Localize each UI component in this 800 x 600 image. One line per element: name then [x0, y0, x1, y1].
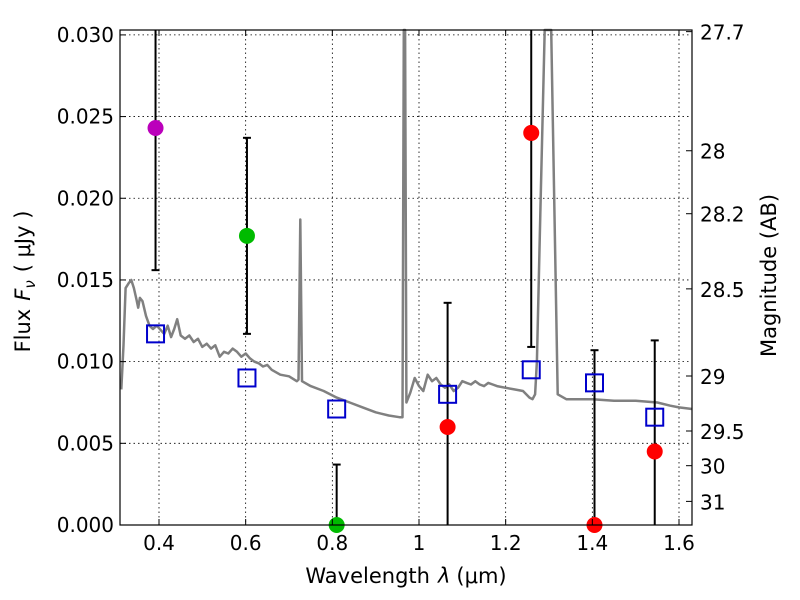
grid-lines	[120, 30, 692, 526]
error-bars-layer	[151, 30, 659, 525]
model-photometry-square	[327, 399, 347, 419]
x-axis-label-text: Wavelength	[305, 564, 430, 588]
y2-tick-label: 31	[700, 490, 725, 514]
model-photometry-square	[521, 360, 541, 380]
y2-tick-label: 28	[700, 140, 725, 164]
x-tick-label: 0.8	[316, 531, 348, 555]
y2-tick-label: 29.5	[700, 420, 745, 444]
model-photometry-square	[438, 384, 458, 404]
x-tick-label: 1	[413, 531, 426, 555]
x-tick-label: 0.4	[143, 531, 175, 555]
y2-tick-label: 29	[700, 365, 725, 389]
observed-point	[523, 124, 540, 141]
observed-point	[646, 443, 663, 460]
y-tick-label: 0.005	[57, 431, 114, 455]
model-photometry-square	[645, 407, 665, 427]
x-tick-label: 1.4	[576, 531, 608, 555]
observed-point	[147, 120, 164, 137]
y-tick-label: 0.000	[57, 513, 114, 537]
y2-tick-label: 28.2	[700, 203, 745, 227]
y2-axis-label: Magnitude (AB)	[757, 194, 781, 357]
y-tick-label: 0.030	[57, 23, 114, 47]
x-tick-label: 1.6	[663, 531, 695, 555]
y-tick-label: 0.025	[57, 105, 114, 129]
y-tick-label: 0.020	[57, 186, 114, 210]
x-tick-label: 1.2	[490, 531, 522, 555]
model-spectrum-line	[120, 28, 693, 419]
model-photometry-square	[237, 368, 257, 388]
y2-tick-label: 30	[700, 455, 725, 479]
y-tick-label: 0.015	[57, 268, 114, 292]
y-axis-label-symbol: F	[11, 288, 35, 301]
plot-frame	[119, 29, 693, 526]
model-photometry-square	[146, 324, 166, 344]
y2-tick-label: 27.7	[700, 21, 745, 45]
y-tick-label: 0.010	[57, 350, 114, 374]
y-axis-label: Flux Fν ( μJy )	[11, 211, 39, 353]
x-tick-label: 0.6	[230, 531, 262, 555]
x-axis-label: Wavelength λ (μm)	[305, 564, 506, 588]
model-photometry-square	[585, 373, 604, 393]
axis-ticks: 0.4 0.6 0.8 1 1.2 1.4 1.6 0.000 0.005 0.010 0.015 0…	[57, 21, 745, 555]
x-axis-label-symbol: λ	[437, 564, 450, 588]
y-axis-label-subscript: ν	[21, 280, 39, 288]
model-spectrum-layer	[120, 28, 693, 419]
model-photometry-layer	[146, 324, 665, 427]
observed-point	[238, 227, 255, 244]
observed-point	[439, 418, 456, 435]
y-axis-label-text: Flux	[11, 309, 35, 353]
y-axis-label-unit: ( μJy )	[11, 211, 35, 273]
x-axis-label-unit: (μm)	[456, 564, 506, 588]
y2-tick-label: 28.5	[700, 278, 745, 302]
